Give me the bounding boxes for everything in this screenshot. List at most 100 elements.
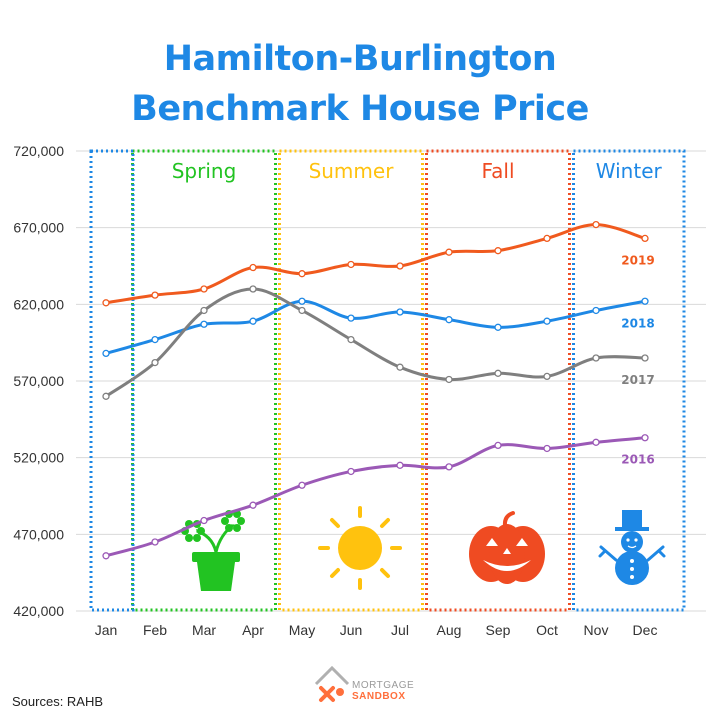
data-point: [396, 308, 404, 316]
x-tick-label: May: [289, 622, 315, 638]
data-point: [641, 354, 649, 362]
pumpkin-icon: [469, 511, 545, 584]
data-point: [200, 285, 208, 293]
data-point: [249, 501, 257, 509]
x-tick-label: Nov: [584, 622, 609, 638]
data-point: [445, 463, 453, 471]
season-label: Fall: [481, 159, 514, 183]
snowman-icon: [598, 510, 666, 585]
gridlines: [76, 150, 706, 612]
y-tick-label: 620,000: [13, 296, 64, 312]
data-point: [494, 323, 502, 331]
y-tick-label: 420,000: [13, 603, 64, 619]
data-point: [543, 372, 551, 381]
mortgage-sandbox-logo: MORTGAGE SANDBOX: [312, 662, 422, 708]
x-tick-label: Sep: [486, 622, 511, 638]
data-point: [151, 291, 159, 299]
data-point: [298, 306, 306, 315]
data-point: [102, 392, 110, 400]
data-point: [543, 234, 551, 243]
x-axis: Jan Feb Mar Apr May Jun Jul Aug Sep Oct Nov Dec: [95, 622, 658, 638]
x-tick-label: Mar: [192, 622, 216, 638]
y-tick-label: 720,000: [13, 143, 64, 159]
series-label-2016: 2016: [621, 453, 654, 467]
x-tick-label: Jun: [340, 622, 363, 638]
data-point: [298, 481, 306, 489]
series-line-2018: [105, 299, 646, 355]
y-tick-label: 670,000: [13, 220, 64, 236]
data-point: [641, 297, 649, 305]
x-tick-label: Aug: [437, 622, 462, 638]
data-point: [494, 369, 502, 377]
data-point: [200, 516, 208, 525]
data-point: [298, 270, 306, 278]
x-tick-label: Jul: [391, 622, 409, 638]
season-box: [131, 149, 277, 612]
data-point: [249, 263, 257, 272]
data-point: [347, 314, 355, 322]
data-point: [249, 317, 257, 325]
data-point: [200, 320, 208, 328]
data-point: [347, 467, 355, 476]
y-axis: 420,000 470,000 520,000 570,000 620,000 670,0…: [13, 143, 64, 619]
data-point: [592, 220, 600, 229]
chart-title: Hamilton-Burlington Benchmark House Pric…: [0, 34, 720, 134]
data-point: [200, 306, 208, 315]
data-point: [445, 375, 453, 384]
house-logo-icon: [314, 665, 350, 702]
data-point: [396, 461, 404, 469]
x-tick-label: Feb: [143, 622, 167, 638]
y-tick-label: 520,000: [13, 450, 64, 466]
data-point: [347, 260, 355, 269]
series-line-2019: [105, 223, 646, 305]
data-point: [592, 306, 600, 315]
data-point: [102, 299, 110, 307]
data-point: [543, 444, 551, 453]
chart-title-line-1: Hamilton-Burlington: [163, 39, 557, 79]
x-tick-label: Oct: [536, 622, 558, 638]
season-icons: [181, 506, 666, 591]
season-box: [278, 149, 424, 612]
series-lines: [105, 223, 646, 558]
season-label: Summer: [309, 159, 395, 183]
series-label-2017: 2017: [621, 373, 654, 387]
data-point: [641, 234, 649, 243]
data-point: [592, 354, 600, 362]
data-point: [641, 434, 649, 442]
x-tick-label: Apr: [242, 622, 264, 638]
series-label-2018: 2018: [621, 316, 654, 330]
data-point: [298, 297, 306, 305]
series-points: [102, 220, 649, 560]
series-line-2017: [105, 287, 646, 398]
x-tick-label: Dec: [633, 622, 658, 638]
logo-text-top: MORTGAGE: [352, 680, 415, 691]
data-point: [396, 262, 404, 270]
data-point: [494, 441, 502, 450]
season-box: [572, 149, 686, 612]
logo-text-bottom: SANDBOX: [352, 691, 406, 702]
sun-icon: [318, 506, 402, 590]
data-point: [151, 538, 159, 546]
data-point: [347, 335, 355, 344]
data-point: [543, 317, 551, 325]
series-label-2019: 2019: [621, 253, 654, 267]
data-point: [445, 316, 453, 324]
data-point: [592, 438, 600, 446]
data-point: [151, 358, 159, 367]
data-point: [396, 363, 404, 371]
series-labels: 2019 2018 2017 2016: [621, 253, 654, 466]
data-point: [102, 349, 110, 358]
data-point: [249, 285, 257, 293]
series-line-2016: [105, 436, 646, 558]
data-point: [494, 247, 502, 255]
season-label: Spring: [172, 159, 237, 183]
season-label: Winter: [596, 159, 663, 183]
source-note: Sources: RAHB: [12, 694, 104, 709]
chart-title-line-2: Benchmark House Price: [131, 89, 589, 129]
season-box: [425, 149, 571, 612]
data-point: [102, 552, 110, 560]
data-point: [445, 248, 453, 256]
data-point: [151, 335, 159, 344]
y-tick-label: 470,000: [13, 526, 64, 542]
